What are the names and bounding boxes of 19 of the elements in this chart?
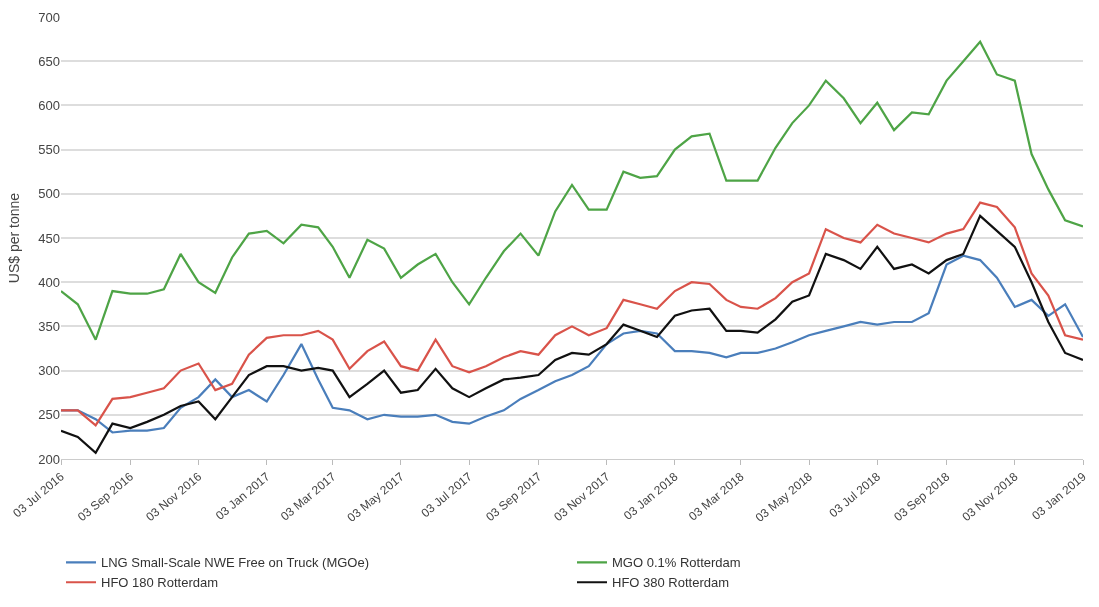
y-tick-label: 300	[38, 363, 60, 379]
line-series	[61, 201, 1083, 427]
y-axis-title: US$ per tonne	[5, 192, 22, 284]
y-tick-label: 550	[38, 142, 60, 158]
y-tick-label: 250	[38, 407, 60, 423]
y-tick-label: 200	[38, 451, 60, 467]
y-tick-label: 500	[38, 186, 60, 202]
y-tick-label: 700	[38, 9, 60, 25]
legend-label: HFO 380 Rotterdam	[612, 575, 730, 591]
y-tick-label: 650	[38, 53, 60, 69]
y-tick-label: 400	[38, 274, 60, 290]
legend-label: MGO 0.1% Rotterdam	[612, 555, 741, 571]
y-tick-label: 450	[38, 230, 60, 246]
legend-label: LNG Small-Scale NWE Free on Truck (MGOe)	[101, 555, 369, 571]
line-series	[61, 214, 1083, 454]
line-series	[61, 40, 1083, 341]
y-tick-label: 350	[38, 318, 60, 334]
y-tick-label: 600	[38, 97, 60, 113]
legend-label: HFO 180 Rotterdam	[101, 575, 219, 591]
